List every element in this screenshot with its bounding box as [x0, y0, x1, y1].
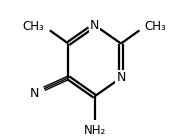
Text: N: N [90, 19, 99, 32]
Text: CH₃: CH₃ [23, 20, 45, 33]
Text: NH₂: NH₂ [84, 124, 106, 137]
Text: N: N [30, 87, 39, 100]
Text: CH₃: CH₃ [145, 20, 167, 33]
Text: N: N [116, 71, 126, 84]
